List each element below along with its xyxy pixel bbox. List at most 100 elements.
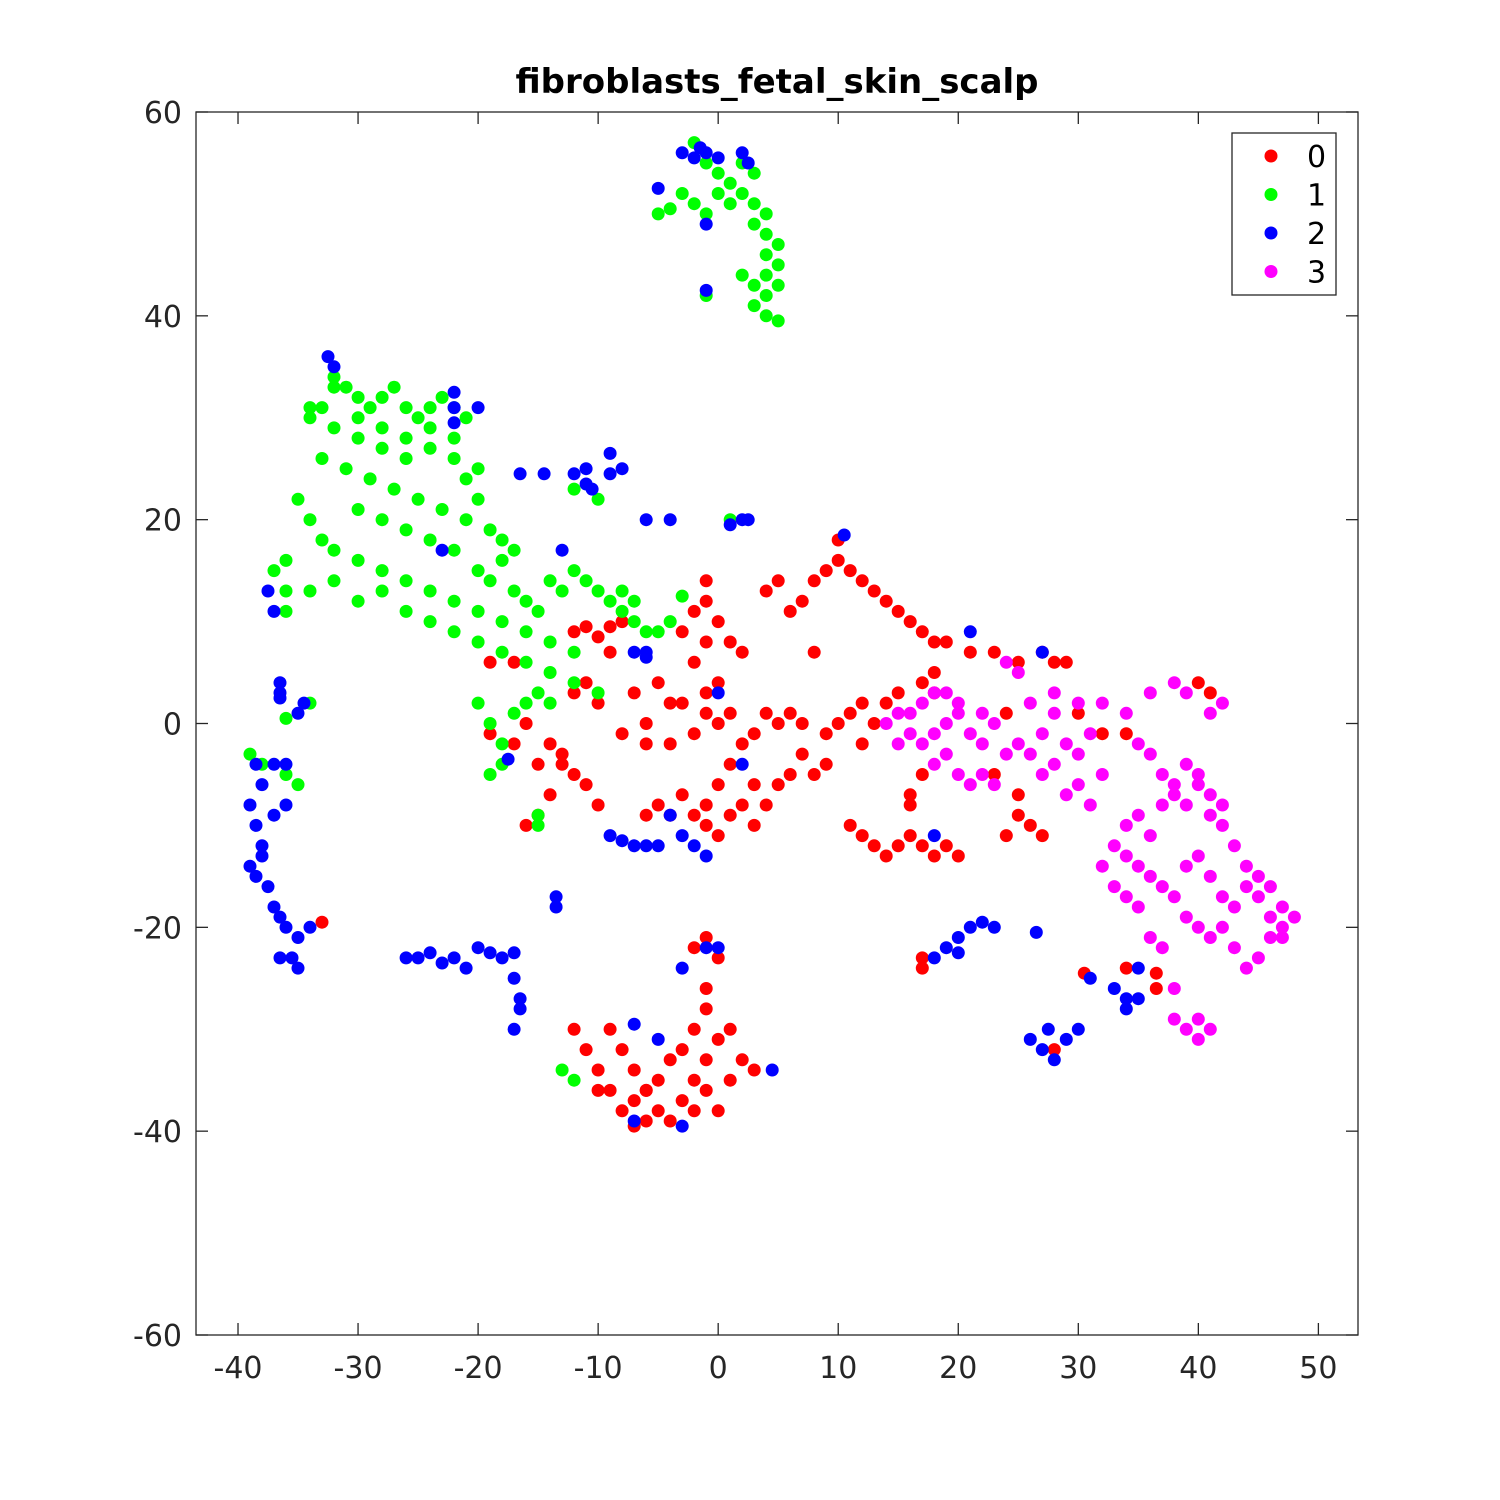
- data-point: [351, 411, 365, 425]
- x-tick-label: -10: [574, 1351, 623, 1386]
- data-point: [1119, 890, 1133, 904]
- data-point: [459, 472, 473, 486]
- data-point: [843, 818, 857, 832]
- data-point: [687, 197, 701, 211]
- data-point: [297, 696, 311, 710]
- data-point: [567, 676, 581, 690]
- y-tick-label: 0: [163, 708, 182, 743]
- data-point: [543, 737, 557, 751]
- data-point: [1167, 788, 1181, 802]
- data-point: [1239, 859, 1253, 873]
- data-point: [375, 390, 389, 404]
- data-point: [759, 706, 773, 720]
- data-point: [879, 849, 893, 863]
- data-point: [819, 564, 833, 578]
- data-point: [963, 727, 977, 741]
- data-point: [687, 727, 701, 741]
- data-point: [1143, 829, 1157, 843]
- data-point: [351, 503, 365, 516]
- data-point: [891, 686, 905, 700]
- data-point: [513, 992, 527, 1006]
- data-point: [939, 839, 953, 853]
- data-point: [603, 1083, 617, 1097]
- data-point: [495, 533, 509, 547]
- data-point: [639, 650, 653, 664]
- data-point: [435, 503, 449, 516]
- data-point: [759, 248, 773, 262]
- data-point: [963, 920, 977, 934]
- data-point: [1047, 1043, 1061, 1057]
- data-point: [723, 635, 737, 649]
- data-point: [1239, 961, 1253, 975]
- data-point: [399, 574, 413, 588]
- data-point: [1179, 859, 1193, 873]
- data-point: [663, 808, 677, 822]
- data-point: [987, 768, 1001, 781]
- data-point: [699, 1083, 713, 1097]
- legend-marker: [1264, 188, 1278, 201]
- data-point: [711, 615, 725, 629]
- data-point: [1059, 788, 1073, 802]
- data-point: [699, 941, 713, 955]
- data-point: [471, 564, 485, 578]
- data-point: [807, 768, 821, 781]
- data-point: [999, 747, 1013, 761]
- data-point: [759, 309, 773, 323]
- x-tick-label: 40: [1179, 1351, 1217, 1386]
- data-point: [639, 1114, 653, 1128]
- data-point: [663, 696, 677, 710]
- y-tick-label: -60: [133, 1319, 182, 1354]
- data-point: [1035, 727, 1049, 741]
- data-point: [567, 625, 581, 639]
- data-point: [741, 156, 755, 170]
- data-point: [1155, 798, 1169, 812]
- data-point: [687, 941, 701, 955]
- data-point: [615, 462, 629, 476]
- data-point: [687, 1073, 701, 1087]
- data-point: [759, 268, 773, 282]
- data-point: [507, 971, 521, 985]
- data-point: [471, 462, 485, 476]
- data-point: [711, 166, 725, 180]
- data-point: [699, 635, 713, 649]
- data-point: [273, 951, 287, 965]
- data-point: [1215, 920, 1229, 934]
- data-point: [1119, 992, 1133, 1006]
- data-point: [591, 492, 605, 506]
- data-point: [687, 655, 701, 669]
- data-point: [447, 625, 461, 639]
- data-point: [315, 401, 329, 415]
- data-point: [303, 411, 317, 425]
- data-point: [1215, 890, 1229, 904]
- data-point: [735, 146, 749, 160]
- y-tick-label: 40: [144, 300, 182, 335]
- data-point: [699, 706, 713, 720]
- data-point: [759, 289, 773, 302]
- data-point: [603, 446, 617, 460]
- data-point: [675, 146, 689, 160]
- data-point: [1083, 971, 1097, 985]
- data-point: [783, 706, 797, 720]
- data-point: [291, 961, 305, 975]
- data-point: [543, 666, 557, 679]
- data-point: [531, 808, 545, 822]
- data-point: [507, 655, 521, 669]
- data-point: [555, 1063, 569, 1077]
- data-point: [903, 706, 917, 720]
- data-point: [747, 166, 761, 180]
- data-point: [261, 880, 275, 894]
- data-point: [567, 1022, 581, 1036]
- data-point: [1083, 798, 1097, 812]
- data-point: [327, 543, 341, 557]
- data-point: [927, 849, 941, 863]
- data-point: [1149, 966, 1163, 980]
- data-point: [627, 615, 641, 629]
- data-point: [963, 625, 977, 639]
- data-point: [591, 1083, 605, 1097]
- data-point: [795, 717, 809, 730]
- data-point: [315, 915, 329, 929]
- data-point: [303, 513, 317, 527]
- data-point: [771, 778, 785, 792]
- data-point: [351, 594, 365, 608]
